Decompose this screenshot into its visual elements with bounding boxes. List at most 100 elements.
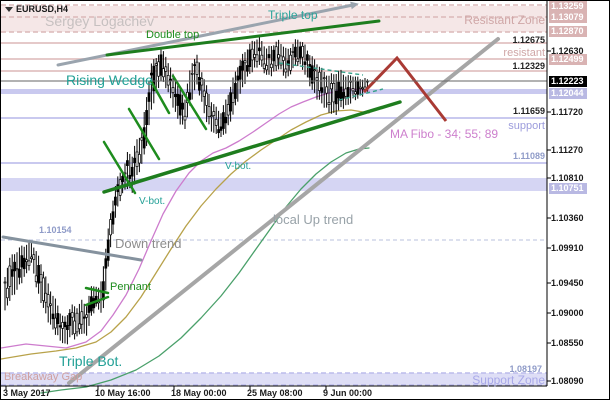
candle-body	[133, 157, 136, 164]
down-trend-line	[1, 235, 143, 262]
candle-body	[303, 61, 307, 65]
triangle-lower	[338, 88, 384, 101]
candle-body	[334, 90, 338, 105]
candle-body	[181, 102, 184, 110]
candle-body	[42, 277, 45, 301]
candle-body	[332, 83, 336, 103]
candle-body	[145, 110, 148, 126]
candle-body	[255, 54, 259, 62]
candle-body	[82, 316, 86, 319]
candle-body	[44, 292, 48, 303]
candle-body	[277, 54, 280, 59]
candle-body	[39, 274, 43, 283]
ma-34	[1, 88, 370, 349]
candle-body	[8, 265, 12, 287]
candle-body	[73, 320, 76, 335]
pennant-lower	[84, 295, 110, 307]
candle-body	[166, 75, 170, 86]
candle-body	[234, 83, 237, 99]
candle-body	[356, 81, 360, 95]
candle-body	[238, 65, 242, 80]
candle-body	[361, 87, 364, 90]
candle-body	[289, 54, 292, 71]
candle-body	[61, 322, 64, 329]
candle-body	[241, 60, 244, 71]
candle-body	[270, 63, 273, 69]
candle-body	[150, 72, 153, 76]
candle-body	[327, 102, 331, 105]
candle-body	[106, 239, 110, 261]
candle-body	[176, 93, 180, 106]
candle-body	[80, 311, 84, 325]
candle-body	[183, 115, 187, 121]
candle-body	[54, 317, 57, 329]
candle-body	[128, 174, 132, 179]
flag-line-b	[127, 107, 161, 161]
candle-body	[193, 64, 196, 66]
candle-body	[32, 254, 36, 260]
candle-body	[320, 87, 324, 93]
ma-55	[1, 109, 370, 360]
resist-gray-line-arrowhead	[350, 1, 359, 10]
candle-body	[37, 265, 40, 284]
candle-body	[351, 88, 355, 92]
candle-body	[272, 49, 276, 62]
candle-body	[135, 151, 139, 167]
candle-body	[140, 137, 144, 141]
chart-title-bar[interactable]: EURUSD,H4	[5, 4, 68, 14]
candle-body	[162, 68, 165, 78]
candle-body	[49, 303, 52, 306]
candle-body	[258, 47, 261, 52]
candle-body	[25, 259, 28, 263]
candle-body	[210, 115, 213, 118]
candle-body	[250, 48, 254, 61]
candle-body	[246, 65, 249, 72]
candle-body	[85, 314, 88, 318]
candle-body	[171, 87, 175, 93]
candle-body	[214, 118, 218, 126]
candle-body	[15, 268, 19, 271]
candle-body	[68, 312, 72, 326]
candle-body	[6, 287, 9, 299]
candle-body	[66, 325, 69, 331]
flag-line-c	[149, 79, 171, 115]
candle-body	[260, 54, 264, 61]
candle-body	[284, 68, 288, 73]
candle-body	[346, 87, 350, 98]
candle-body	[188, 92, 192, 100]
candle-body	[63, 321, 67, 328]
candle-body	[152, 65, 156, 92]
candle-body	[354, 91, 357, 95]
candle-body	[265, 65, 268, 71]
candle-body	[212, 111, 216, 116]
candle-body	[310, 65, 314, 84]
candle-body	[202, 90, 206, 97]
pennant-upper	[84, 286, 110, 295]
candle-body	[205, 92, 208, 106]
candle-body	[109, 219, 112, 236]
candle-body	[157, 61, 160, 77]
sup-band-1.10751	[1, 178, 547, 191]
candle-body	[13, 261, 16, 272]
candle-body	[306, 54, 309, 61]
candle-body	[174, 93, 177, 98]
candle-body	[315, 77, 319, 81]
candle-body	[274, 46, 278, 67]
candle-body	[126, 160, 129, 166]
sup-band-1.12044	[1, 89, 547, 94]
candle-body	[78, 323, 81, 330]
candle-body	[22, 257, 26, 270]
candle-body	[282, 56, 285, 61]
candle-body	[344, 88, 348, 97]
candle-body	[229, 92, 232, 112]
candle-body	[18, 268, 21, 278]
candle-body	[226, 104, 230, 116]
candle-body	[34, 275, 38, 283]
candle-body	[58, 325, 62, 328]
candle-body	[147, 92, 151, 102]
candle-body	[190, 72, 194, 75]
candle-body	[200, 78, 204, 86]
candle-body	[330, 83, 333, 90]
candle-body	[154, 63, 158, 66]
